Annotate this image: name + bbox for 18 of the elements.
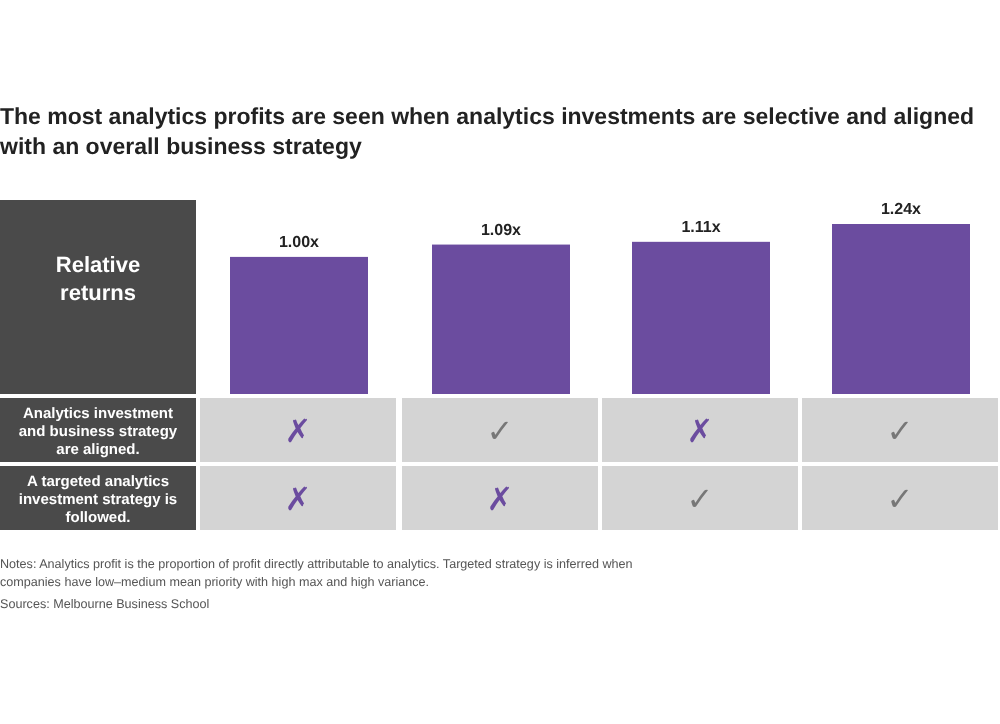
text: ✗ xyxy=(686,416,714,450)
bar xyxy=(432,244,570,394)
data-label: 1.24x xyxy=(880,200,923,218)
data-label: 1.11x xyxy=(681,217,722,236)
bar xyxy=(832,224,970,394)
y-axis-title: Relative returns xyxy=(55,254,141,306)
data-label: 1.09x xyxy=(480,220,523,239)
chart-title: The most analytics profits are seen when analytics investments are selective and aligned with an overall business strategy xyxy=(0,106,975,160)
text: ✗ xyxy=(284,484,312,518)
text: ✓ xyxy=(886,484,914,518)
text: ✓ xyxy=(886,416,914,450)
text: ✗ xyxy=(284,416,312,450)
text: ✓ xyxy=(486,416,514,450)
text: ✓ xyxy=(686,484,714,518)
bar xyxy=(632,241,770,394)
text: ✗ xyxy=(486,484,514,518)
data-label: 1.00x xyxy=(278,232,321,251)
bar xyxy=(230,256,368,394)
